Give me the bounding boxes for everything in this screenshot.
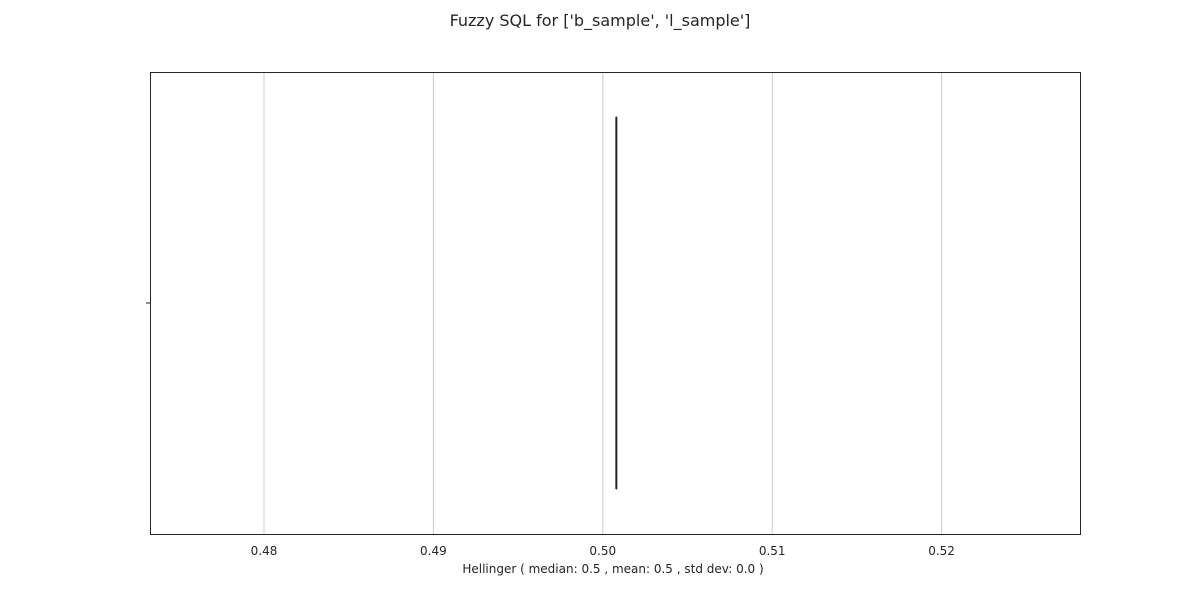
x-tick-labels: 0.48 0.49 0.50 0.51 0.52	[251, 544, 955, 558]
plot-frame	[150, 72, 1081, 535]
x-tick-label: 0.51	[759, 544, 786, 558]
grid-lines	[263, 72, 943, 535]
x-tick-label: 0.52	[928, 544, 955, 558]
x-tick-label: 0.50	[589, 544, 616, 558]
x-tick-label: 0.48	[251, 544, 278, 558]
x-tick-label: 0.49	[420, 544, 447, 558]
chart-title: Fuzzy SQL for ['b_sample', 'l_sample']	[450, 11, 751, 31]
x-axis-label: Hellinger ( median: 0.5 , mean: 0.5 , st…	[462, 562, 763, 576]
